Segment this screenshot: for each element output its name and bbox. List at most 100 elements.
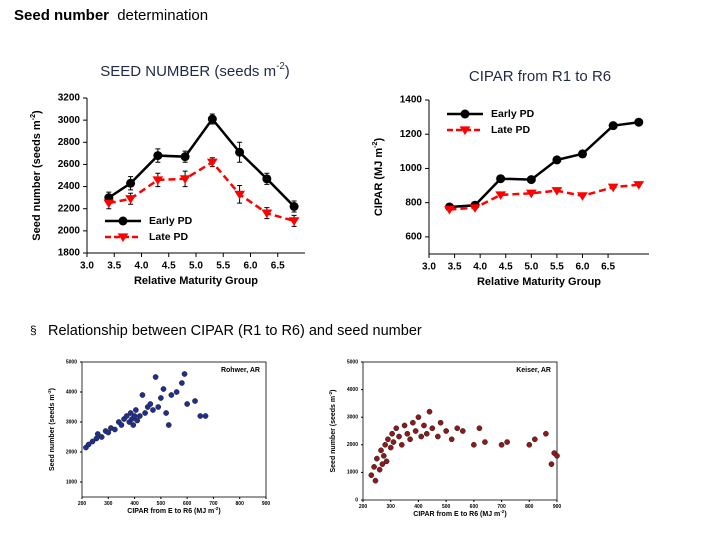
y-axis-label: Seed number (seeds m-2)	[328, 389, 337, 472]
point	[376, 466, 383, 473]
point	[197, 413, 204, 419]
y-axis-label-part: CIPAR (MJ m	[373, 148, 385, 216]
x-axis-label-part: CIPAR from E to R6 (MJ m	[127, 508, 214, 515]
marker	[125, 195, 136, 204]
point	[152, 374, 159, 380]
x-axis-label-part: Relative Maturity Group	[134, 275, 258, 287]
series-line	[108, 116, 295, 208]
y-tick-label: 0	[355, 497, 358, 503]
chart-title: CIPAR from R1 to R6	[469, 68, 611, 85]
point	[389, 430, 395, 437]
legend-marker	[460, 109, 470, 119]
point	[382, 441, 389, 448]
y-axis-label-part: Seed number (seeds m	[49, 394, 56, 471]
point	[471, 441, 477, 448]
slide-title-bold: Seed number	[14, 7, 109, 24]
point	[165, 422, 172, 428]
x-axis-label: Relative Maturity Group	[134, 275, 258, 287]
legend-label: Late PD	[149, 231, 189, 243]
marker	[289, 202, 299, 211]
y-tick-label: 5000	[347, 359, 358, 365]
x-tick-label: 200	[359, 504, 368, 510]
y-tick-label: 2800	[58, 137, 81, 148]
point	[459, 428, 466, 434]
y-tick-label: 3000	[347, 415, 358, 421]
marker	[633, 181, 645, 190]
x-axis-label-part: -2	[500, 509, 505, 514]
marker	[552, 155, 562, 165]
point	[184, 401, 190, 407]
y-axis-label: Seed number (seeds m-2)	[29, 110, 43, 241]
chart-title-part: SEED NUMBER (seeds m	[100, 63, 276, 80]
x-axis-label-part: Relative Maturity Group	[477, 276, 601, 288]
point	[404, 430, 411, 437]
x-tick-label: 5.0	[189, 261, 203, 272]
y-tick-label: 1000	[66, 479, 77, 485]
x-tick-label: 5.5	[550, 262, 564, 273]
x-tick-label: 4.5	[499, 262, 513, 273]
marker	[152, 176, 164, 185]
marker	[288, 217, 300, 226]
point	[498, 441, 505, 448]
y-tick-label: 4000	[66, 389, 77, 395]
marker	[634, 117, 644, 127]
point	[407, 436, 413, 443]
y-tick-label: 1200	[400, 129, 423, 140]
y-axis-label-part: -2	[328, 391, 333, 396]
point	[202, 413, 209, 419]
point	[179, 380, 185, 386]
y-axis-label-part: )	[49, 388, 56, 390]
point	[130, 422, 137, 428]
marker	[551, 187, 563, 196]
point	[378, 447, 384, 454]
y-axis-label-part: Seed number (seeds m	[31, 120, 43, 241]
point	[160, 386, 167, 392]
y-axis-label: CIPAR (MJ m-2)	[371, 138, 385, 217]
x-axis-label-part: -2	[214, 506, 219, 511]
marker	[206, 158, 218, 168]
chart-title-part: CIPAR from R1 to R6	[469, 68, 611, 85]
x-tick-label: 900	[262, 501, 271, 507]
point	[134, 417, 141, 424]
y-tick-label: 4000	[347, 387, 358, 393]
marker	[607, 183, 619, 193]
y-tick-label: 1000	[347, 470, 358, 476]
point	[94, 431, 101, 437]
point	[434, 433, 441, 440]
point	[396, 433, 402, 440]
point	[383, 458, 390, 465]
point	[98, 434, 105, 440]
point	[127, 410, 134, 416]
point	[454, 425, 461, 432]
marker	[526, 175, 536, 185]
point	[415, 414, 422, 421]
y-axis-label-part: )	[31, 110, 43, 114]
legend-label: Early PD	[491, 108, 535, 120]
slide-title: Seed number determination	[14, 7, 208, 24]
x-tick-label: 400	[414, 504, 423, 510]
x-axis-label-part: CIPAR from E to R6 (MJ m	[413, 511, 500, 518]
marker	[126, 178, 136, 188]
point	[393, 425, 400, 432]
y-tick-label: 2600	[58, 159, 81, 170]
legend-marker	[459, 126, 471, 135]
point	[136, 413, 143, 419]
x-tick-label: 5.0	[524, 262, 538, 273]
point	[421, 422, 427, 429]
point	[133, 407, 139, 413]
marker	[179, 175, 191, 184]
y-tick-label: 600	[405, 232, 422, 243]
y-tick-label: 2000	[66, 449, 77, 455]
chart-title-part: -2	[276, 61, 285, 72]
x-tick-label: 6.5	[271, 261, 285, 272]
point	[443, 428, 449, 434]
annotation: Keiser, AR	[516, 367, 551, 374]
chart-title: SEED NUMBER (seeds m-2)	[100, 61, 290, 80]
x-axis-label-part: )	[504, 511, 506, 518]
point	[372, 477, 379, 484]
point	[410, 419, 416, 426]
x-tick-label: 6.0	[244, 261, 258, 272]
slide-title-rest: determination	[117, 7, 208, 24]
x-tick-label: 5.5	[216, 261, 230, 272]
